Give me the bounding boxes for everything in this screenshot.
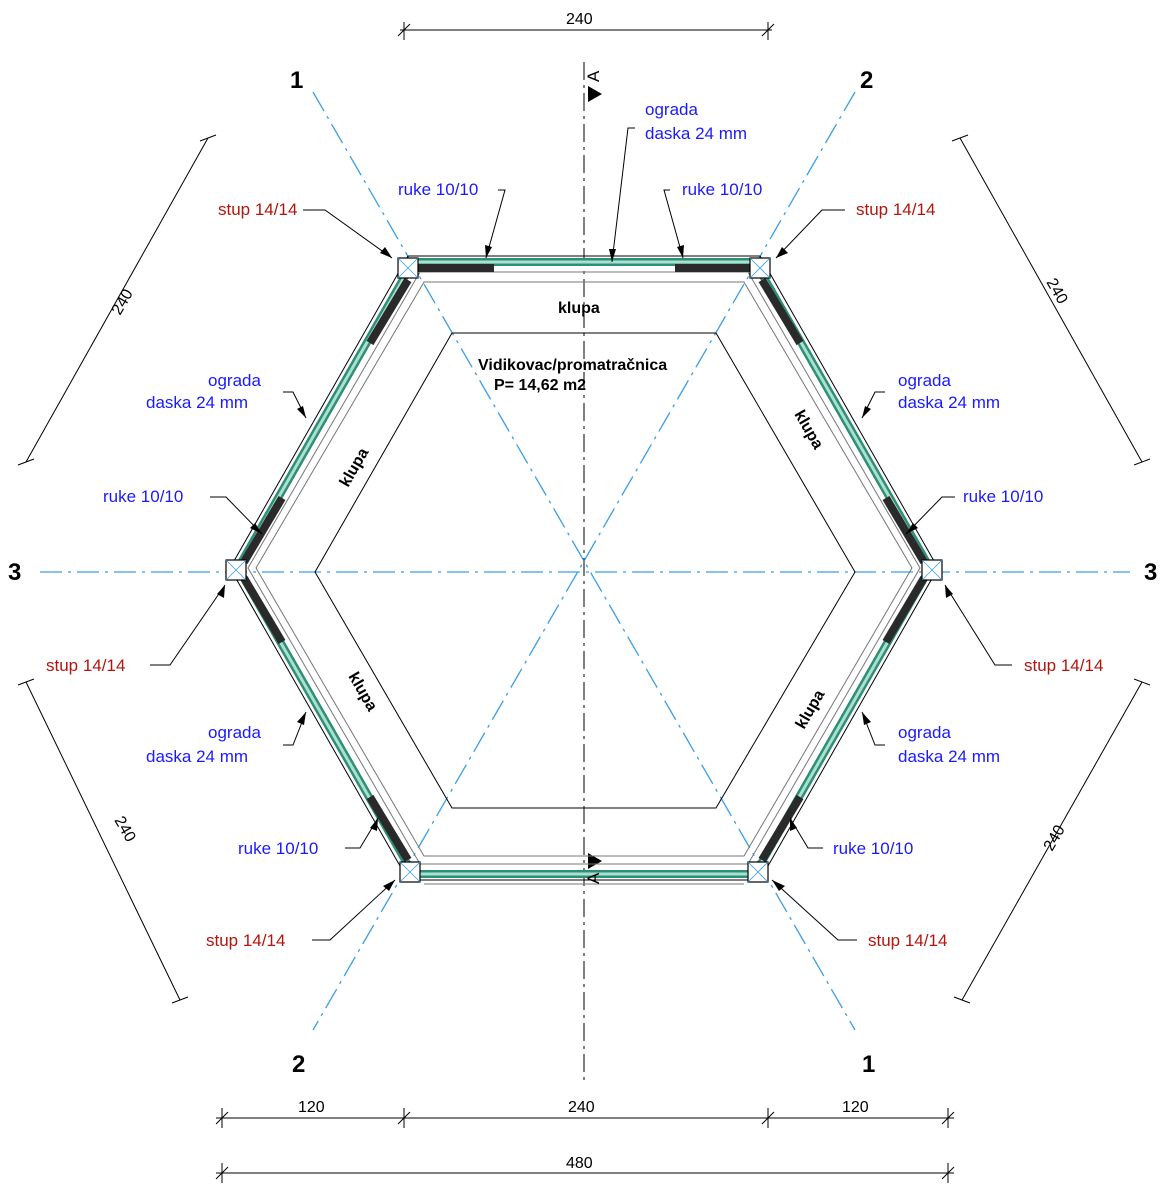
dim-bottom-mid: 240 xyxy=(568,1099,595,1116)
axis-label-1-bottom: 1 xyxy=(862,1051,875,1078)
section-line-a xyxy=(583,62,602,1080)
dim-bottom-left: 120 xyxy=(298,1099,325,1116)
post-label-ne: stup 14/14 xyxy=(856,200,935,219)
axis-label-3-right: 3 xyxy=(1144,559,1157,586)
rail-se-lower xyxy=(758,794,804,863)
dim-lower-left: 240 xyxy=(111,814,139,846)
bench-label-north: klupa xyxy=(558,300,600,317)
section-label-top: A xyxy=(584,70,603,82)
post-label-se: stup 14/14 xyxy=(868,931,947,950)
bench-label-se: klupa xyxy=(793,687,829,732)
section-arrow-top xyxy=(588,86,602,102)
section-arrow-bottom xyxy=(588,853,602,869)
post-label-sw: stup 14/14 xyxy=(206,931,285,950)
axis-label-2-bottom: 2 xyxy=(292,1051,305,1078)
fence-label-left-1: ograda xyxy=(208,371,261,390)
fence-label-lower-right-1: ograda xyxy=(898,723,951,742)
post-e xyxy=(921,559,943,581)
post-label-nw: stup 14/14 xyxy=(218,200,297,219)
arm-label-bottom-right: ruke 10/10 xyxy=(833,839,913,858)
bench-label-ne: klupa xyxy=(791,408,827,453)
inner-outline-2 xyxy=(255,281,913,857)
fence-label-right-1: ograda xyxy=(898,371,951,390)
rail-se-upper xyxy=(882,575,928,645)
fence-label-right-2: daska 24 mm xyxy=(898,393,1000,412)
post-label-w: stup 14/14 xyxy=(46,656,125,675)
arm-label-right: ruke 10/10 xyxy=(963,487,1043,506)
section-label-bottom: A xyxy=(584,872,603,884)
dimension-lines xyxy=(17,22,1151,1183)
arm-label-bottom-left: ruke 10/10 xyxy=(238,839,318,858)
rail-nw-lower xyxy=(240,495,286,565)
leaders xyxy=(150,127,1012,941)
dim-lower-right: 240 xyxy=(1041,822,1069,854)
post-sw xyxy=(399,861,421,883)
post-w xyxy=(225,559,247,581)
fence-label-lower-right-2: daska 24 mm xyxy=(898,747,1000,766)
arm-label-top-right: ruke 10/10 xyxy=(682,180,762,199)
rails xyxy=(240,264,928,863)
post-se xyxy=(747,861,769,883)
room-area: P= 14,62 m2 xyxy=(494,377,586,394)
dim-upper-right: 240 xyxy=(1043,276,1071,308)
post-ne xyxy=(749,257,771,279)
rail-nw-upper xyxy=(366,277,412,346)
arm-label-top-left: ruke 10/10 xyxy=(398,180,478,199)
fence-label-left-2: daska 24 mm xyxy=(146,393,248,412)
dim-top: 240 xyxy=(566,11,593,28)
fence-label-top-1: ograda xyxy=(645,100,698,119)
bench-label-nw: klupa xyxy=(337,445,373,490)
floor-hexagon xyxy=(314,332,856,809)
arm-label-left: ruke 10/10 xyxy=(103,487,183,506)
posts xyxy=(225,257,943,883)
rail-ne-upper xyxy=(758,277,804,346)
axis-lines xyxy=(40,91,1130,1031)
rail-sw-lower xyxy=(366,794,412,863)
fence-label-lower-left-1: ograda xyxy=(208,723,261,742)
axis-label-2-top: 2 xyxy=(860,67,873,94)
post-label-e: stup 14/14 xyxy=(1024,656,1103,675)
axis-label-1-top: 1 xyxy=(290,67,303,94)
fence-label-top-2: daska 24 mm xyxy=(645,124,747,143)
axis-label-3-left: 3 xyxy=(8,559,21,586)
dim-bottom-total: 480 xyxy=(566,1155,593,1172)
bench-label-sw: klupa xyxy=(345,670,381,715)
fence-label-lower-left-2: daska 24 mm xyxy=(146,747,248,766)
dim-upper-left: 240 xyxy=(109,286,137,318)
rail-sw-upper xyxy=(240,575,286,645)
room-name: Vidikovac/promatračnica xyxy=(478,357,667,374)
rail-ne-lower xyxy=(882,495,928,565)
post-nw xyxy=(397,257,419,279)
dim-bottom-right: 120 xyxy=(842,1099,869,1116)
